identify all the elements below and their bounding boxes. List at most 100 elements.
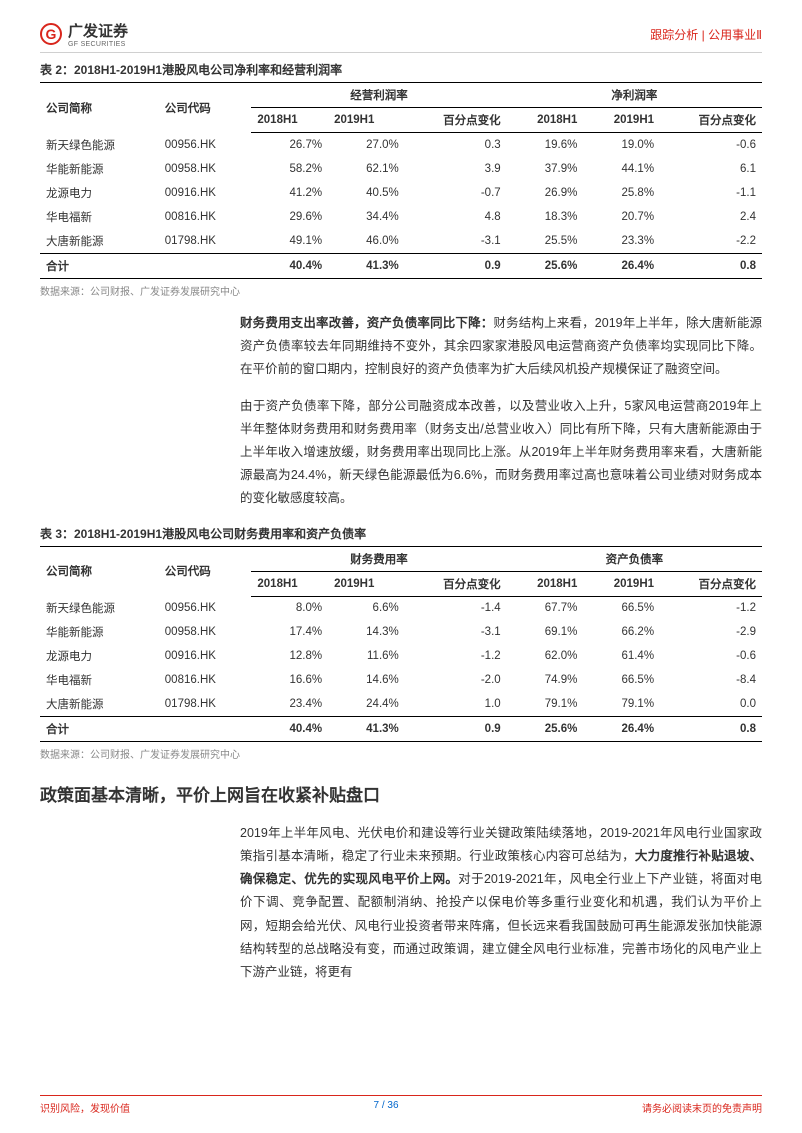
- table-cell: -2.0: [405, 668, 507, 692]
- table-cell: 01798.HK: [159, 692, 252, 717]
- logo: G 广发证券 GF SECURITIES: [40, 20, 128, 48]
- col-code: 公司代码: [159, 83, 252, 133]
- col-chgb: 百分点变化: [660, 108, 762, 133]
- table-total-row: 合计40.4%41.3%0.925.6%26.4%0.8: [40, 717, 762, 742]
- table-cell: -0.6: [660, 644, 762, 668]
- table-cell: 40.4%: [251, 717, 328, 742]
- table-row: 华能新能源00958.HK58.2%62.1%3.937.9%44.1%6.1: [40, 157, 762, 181]
- table-cell: 华电福新: [40, 205, 159, 229]
- col-2019: 2019H1: [328, 108, 405, 133]
- table-cell: 66.2%: [583, 620, 660, 644]
- col-2019b: 2019H1: [583, 571, 660, 596]
- table-cell: 0.8: [660, 717, 762, 742]
- table-cell: 3.9: [405, 157, 507, 181]
- para3c: 对于2019-2021年，风电全行业上下产业链，将面对电价下调、竞争配置、配额制…: [240, 872, 762, 979]
- table-cell: 00958.HK: [159, 620, 252, 644]
- table-cell: 79.1%: [507, 692, 584, 717]
- table-cell: -1.2: [660, 596, 762, 620]
- logo-text-en: GF SECURITIES: [68, 41, 128, 48]
- table-cell: -8.4: [660, 668, 762, 692]
- table-cell: 0.8: [660, 253, 762, 278]
- table-cell: 大唐新能源: [40, 229, 159, 254]
- table-total-row: 合计40.4%41.3%0.925.6%26.4%0.8: [40, 253, 762, 278]
- table-cell: 华能新能源: [40, 620, 159, 644]
- table-cell: 新天绿色能源: [40, 596, 159, 620]
- table-cell: 29.6%: [251, 205, 328, 229]
- table-cell: 46.0%: [328, 229, 405, 254]
- table-cell: 26.4%: [583, 717, 660, 742]
- table-cell: 69.1%: [507, 620, 584, 644]
- table-cell: 18.3%: [507, 205, 584, 229]
- table-cell: 19.6%: [507, 133, 584, 157]
- para1-lead: 财务费用支出率改善，资产负债率同比下降：: [240, 316, 493, 330]
- table-cell: 27.0%: [328, 133, 405, 157]
- table-cell: -3.1: [405, 229, 507, 254]
- table-cell: 合计: [40, 253, 159, 278]
- table-cell: 26.9%: [507, 181, 584, 205]
- paragraph-1: 财务费用支出率改善，资产负债率同比下降：财务结构上来看，2019年上半年，除大唐…: [240, 312, 762, 381]
- table-cell: 58.2%: [251, 157, 328, 181]
- table-cell: 14.6%: [328, 668, 405, 692]
- header-category: 跟踪分析 | 公用事业Ⅱ: [650, 26, 762, 43]
- table-cell: 1.0: [405, 692, 507, 717]
- page-footer: 识别风险，发现价值 请务必阅读末页的免责声明 7 / 36: [40, 1095, 762, 1115]
- table-cell: 0.9: [405, 717, 507, 742]
- table-cell: 16.6%: [251, 668, 328, 692]
- table-cell: 41.3%: [328, 253, 405, 278]
- table3-title: 表 3：2018H1-2019H1港股风电公司财务费用率和资产负债率: [40, 525, 762, 542]
- table-cell: 合计: [40, 717, 159, 742]
- table-cell: 00916.HK: [159, 644, 252, 668]
- table-cell: 大唐新能源: [40, 692, 159, 717]
- table3-source: 数据来源：公司财报、广发证券发展研究中心: [40, 746, 762, 761]
- table-cell: 49.1%: [251, 229, 328, 254]
- table-cell: -0.7: [405, 181, 507, 205]
- table-cell: 6.6%: [328, 596, 405, 620]
- table-row: 大唐新能源01798.HK23.4%24.4%1.079.1%79.1%0.0: [40, 692, 762, 717]
- col-2018: 2018H1: [251, 571, 328, 596]
- table-cell: 40.4%: [251, 253, 328, 278]
- table-row: 新天绿色能源00956.HK26.7%27.0%0.319.6%19.0%-0.…: [40, 133, 762, 157]
- col-company: 公司简称: [40, 83, 159, 133]
- table-cell: 6.1: [660, 157, 762, 181]
- col-2018b: 2018H1: [507, 571, 584, 596]
- table-cell: 2.4: [660, 205, 762, 229]
- table-cell: 25.8%: [583, 181, 660, 205]
- col-group1: 经营利润率: [251, 83, 506, 108]
- table-cell: 34.4%: [328, 205, 405, 229]
- table-cell: 74.9%: [507, 668, 584, 692]
- page-header: G 广发证券 GF SECURITIES 跟踪分析 | 公用事业Ⅱ: [40, 20, 762, 53]
- table-cell: 25.5%: [507, 229, 584, 254]
- table-cell: 26.7%: [251, 133, 328, 157]
- table3: 公司简称 公司代码 财务费用率 资产负债率 2018H1 2019H1 百分点变…: [40, 546, 762, 743]
- table-cell: 新天绿色能源: [40, 133, 159, 157]
- table-cell: 20.7%: [583, 205, 660, 229]
- table2: 公司简称 公司代码 经营利润率 净利润率 2018H1 2019H1 百分点变化…: [40, 82, 762, 279]
- logo-icon: G: [40, 23, 62, 45]
- table-cell: -0.6: [660, 133, 762, 157]
- table-cell: 8.0%: [251, 596, 328, 620]
- table-cell: 00916.HK: [159, 181, 252, 205]
- table-cell: 00816.HK: [159, 668, 252, 692]
- col-2018b: 2018H1: [507, 108, 584, 133]
- col-2018: 2018H1: [251, 108, 328, 133]
- table-cell: -2.2: [660, 229, 762, 254]
- table-cell: 00958.HK: [159, 157, 252, 181]
- table-cell: 25.6%: [507, 717, 584, 742]
- table-cell: 11.6%: [328, 644, 405, 668]
- table-cell: -2.9: [660, 620, 762, 644]
- col-2019: 2019H1: [328, 571, 405, 596]
- table-cell: 14.3%: [328, 620, 405, 644]
- table2-source: 数据来源：公司财报、广发证券发展研究中心: [40, 283, 762, 298]
- table-cell: 17.4%: [251, 620, 328, 644]
- table-cell: 00956.HK: [159, 596, 252, 620]
- table-row: 大唐新能源01798.HK49.1%46.0%-3.125.5%23.3%-2.…: [40, 229, 762, 254]
- table-cell: 37.9%: [507, 157, 584, 181]
- table-cell: 4.8: [405, 205, 507, 229]
- footer-left: 识别风险，发现价值: [40, 1100, 130, 1115]
- table-cell: 62.1%: [328, 157, 405, 181]
- table-row: 华电福新00816.HK16.6%14.6%-2.074.9%66.5%-8.4: [40, 668, 762, 692]
- table-row: 华能新能源00958.HK17.4%14.3%-3.169.1%66.2%-2.…: [40, 620, 762, 644]
- table-row: 龙源电力00916.HK41.2%40.5%-0.726.9%25.8%-1.1: [40, 181, 762, 205]
- table-cell: 华能新能源: [40, 157, 159, 181]
- table-cell: 01798.HK: [159, 229, 252, 254]
